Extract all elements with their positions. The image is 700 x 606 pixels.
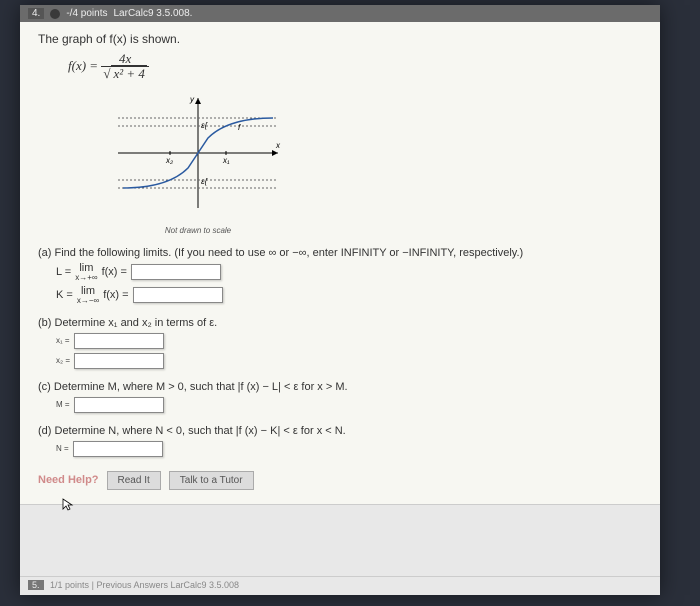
x1-label: x₁ [222,156,230,165]
question-number: 4. [28,8,44,19]
help-label: Need Help? [38,474,99,486]
x1-prefix: x₁ = [56,336,70,345]
x2-label: x₂ [165,156,173,165]
talk-to-tutor-button[interactable]: Talk to a Tutor [169,471,254,490]
K-sub: x→−∞ [77,297,99,305]
x2-input[interactable] [74,353,164,369]
formula: f(x) = 4x √x² + 4 [68,52,642,82]
N-input[interactable] [73,441,163,457]
footer-qnum: 5. [28,580,44,590]
part-d-text: (d) Determine N, where N < 0, such that … [38,425,642,437]
part-d-N: N = [56,441,642,457]
L-lim: lim [75,263,97,274]
part-a-text: (a) Find the following limits. (If you n… [38,247,642,259]
part-a-K: K = lim x→−∞ f(x) = [56,286,642,305]
read-it-button[interactable]: Read It [107,471,161,490]
K-prefix: K = [56,289,73,301]
K-lim: lim [77,286,99,297]
L-input[interactable] [131,264,221,280]
f-label: f [238,123,241,132]
x2-prefix: x₂ = [56,356,70,365]
status-dot-icon [50,9,60,19]
x-label: x [275,141,281,150]
stem-text: The graph of f(x) is shown. [38,32,642,46]
footer-prev: Previous Answers [96,580,168,590]
L-sub: x→+∞ [75,274,97,282]
part-b-x1: x₁ = [56,333,642,349]
part-b-x2: x₂ = [56,353,642,369]
fraction: 4x √x² + 4 [101,52,149,82]
K-input[interactable] [133,287,223,303]
M-input[interactable] [74,397,164,413]
N-prefix: N = [56,444,69,453]
y-axis-arrow-icon [195,98,201,104]
K-fn: f(x) = [103,289,128,301]
footer: 5. 1/1 points | Previous Answers LarCalc… [20,576,660,593]
sqrt-symbol: √ [103,66,110,81]
L-prefix: L = [56,266,71,278]
cursor-icon [62,498,76,512]
footer-sep: | [92,580,94,590]
points-label: -/4 points [66,8,107,19]
M-prefix: M = [56,400,70,409]
graph-caption: Not drawn to scale [108,226,288,235]
question-header: 4. -/4 points LarCalc9 3.5.008. [20,5,660,22]
graph-svg: x y x₁ x₂ ε{ ε{ f [108,88,288,218]
L-fn: f(x) = [102,266,127,278]
eps2-label: ε{ [201,177,209,186]
x-axis-arrow-icon [272,150,278,156]
part-c-text: (c) Determine M, where M > 0, such that … [38,381,642,393]
sqrt-body: x² + 4 [111,65,146,81]
question-body: The graph of f(x) is shown. f(x) = 4x √x… [20,22,660,505]
help-row: Need Help? Read It Talk to a Tutor [38,471,642,490]
fraction-denominator: √x² + 4 [101,67,149,81]
part-a-L: L = lim x→+∞ f(x) = [56,263,642,282]
L-limit: lim x→+∞ [75,263,97,282]
formula-lhs: f(x) = [68,58,98,73]
reference-label: LarCalc9 3.5.008. [113,8,192,19]
part-b-text: (b) Determine x₁ and x₂ in terms of ε. [38,317,642,329]
footer-points: 1/1 points [50,580,89,590]
K-limit: lim x→−∞ [77,286,99,305]
part-c-M: M = [56,397,642,413]
footer-ref: LarCalc9 3.5.008 [170,580,239,590]
y-label: y [189,95,195,104]
graph-container: x y x₁ x₂ ε{ ε{ f [108,88,642,218]
x1-input[interactable] [74,333,164,349]
